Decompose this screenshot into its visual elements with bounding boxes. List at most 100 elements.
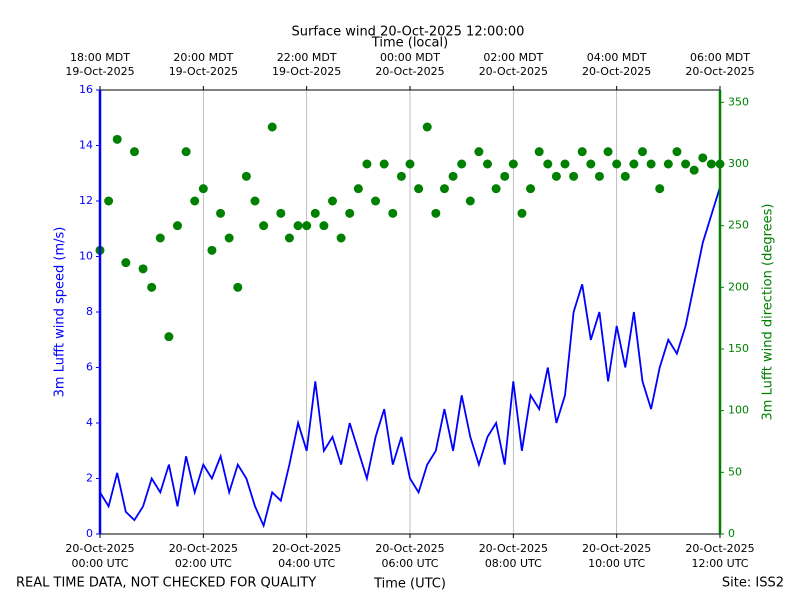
y-tick-label: 2 [86, 472, 93, 485]
direction-point [121, 258, 131, 268]
y2-tick-label: 0 [728, 527, 735, 540]
direction-point [319, 221, 329, 231]
direction-point [284, 233, 294, 243]
direction-point [577, 147, 587, 157]
direction-point [379, 159, 389, 169]
x-tick-label: 20-Oct-2025 [169, 542, 238, 555]
y2-tick-label: 300 [728, 157, 749, 170]
direction-point [302, 221, 312, 231]
direction-point [629, 159, 639, 169]
direction-point [422, 122, 432, 132]
top-tick-label: 20:00 MDT [173, 51, 233, 64]
x-tick-label: 20-Oct-2025 [65, 542, 134, 555]
top-tick-label: 19-Oct-2025 [272, 65, 341, 78]
direction-point [138, 264, 148, 274]
y-tick-label: 8 [86, 305, 93, 318]
chart-title: Surface wind 20-Oct-2025 12:00:00 [292, 25, 525, 40]
direction-point [293, 221, 303, 231]
direction-point [129, 147, 139, 157]
direction-point [672, 147, 682, 157]
direction-point [198, 184, 208, 194]
x-tick-label: 06:00 UTC [381, 557, 438, 570]
direction-point [155, 233, 165, 243]
top-tick-label: 20-Oct-2025 [685, 65, 754, 78]
y-tick-label: 14 [79, 139, 93, 152]
y-tick-label: 0 [86, 527, 93, 540]
top-tick-label: 18:00 MDT [70, 51, 130, 64]
direction-point [147, 282, 157, 292]
direction-point [543, 159, 553, 169]
direction-point [259, 221, 269, 231]
x-tick-label: 04:00 UTC [278, 557, 335, 570]
y2-tick-label: 100 [728, 404, 749, 417]
direction-point [594, 171, 604, 181]
direction-point [569, 171, 579, 181]
direction-point [233, 282, 243, 292]
y-axis-label: 3m Lufft wind speed (m/s) [53, 227, 68, 398]
direction-point [681, 159, 691, 169]
direction-point [551, 171, 561, 181]
x-tick-label: 20-Oct-2025 [582, 542, 651, 555]
y2-tick-label: 50 [728, 465, 742, 478]
direction-point [560, 159, 570, 169]
direction-point [353, 184, 363, 194]
direction-point [698, 153, 708, 163]
direction-point [534, 147, 544, 157]
direction-point [112, 134, 122, 144]
direction-point [164, 332, 174, 342]
top-tick-label: 00:00 MDT [380, 51, 440, 64]
direction-point [310, 208, 320, 218]
top-tick-label: 04:00 MDT [587, 51, 647, 64]
direction-point [603, 147, 613, 157]
direction-point [181, 147, 191, 157]
direction-point [104, 196, 114, 206]
direction-point [689, 165, 699, 175]
top-tick-label: 02:00 MDT [483, 51, 543, 64]
direction-point [474, 147, 484, 157]
y2-tick-label: 150 [728, 342, 749, 355]
direction-point [517, 208, 527, 218]
direction-point [586, 159, 596, 169]
direction-point [405, 159, 415, 169]
top-tick-label: 22:00 MDT [277, 51, 337, 64]
direction-point [526, 184, 536, 194]
direction-point [371, 196, 381, 206]
top-axis-label: Time (local) [371, 36, 448, 51]
speed-line [99, 186, 721, 529]
y-tick-label: 6 [86, 361, 93, 374]
direction-point [706, 159, 716, 169]
x-axis-label: Time (UTC) [373, 577, 446, 592]
direction-point [388, 208, 398, 218]
direction-point [336, 233, 346, 243]
direction-point [328, 196, 337, 206]
x-tick-label: 20-Oct-2025 [375, 542, 444, 555]
direction-point [216, 208, 226, 218]
y-tick-label: 12 [79, 194, 93, 207]
direction-point [483, 159, 492, 169]
direction-point [224, 233, 234, 243]
direction-point [431, 208, 441, 218]
x-tick-label: 02:00 UTC [175, 557, 232, 570]
y2-tick-label: 350 [728, 95, 749, 108]
direction-point [663, 159, 673, 169]
direction-point [638, 147, 647, 157]
y2-axis-label: 3m Lufft wind direction (degrees) [761, 204, 776, 421]
y-tick-label: 10 [79, 250, 93, 263]
direction-point [655, 184, 665, 194]
top-tick-label: 19-Oct-2025 [169, 65, 238, 78]
direction-point [465, 196, 475, 206]
x-tick-label: 10:00 UTC [588, 557, 645, 570]
direction-point [276, 208, 286, 218]
y2-tick-label: 250 [728, 219, 749, 232]
top-tick-label: 20-Oct-2025 [479, 65, 548, 78]
top-tick-label: 20-Oct-2025 [582, 65, 651, 78]
direction-point [362, 159, 372, 169]
direction-point [500, 171, 510, 181]
direction-point [620, 171, 630, 181]
x-tick-label: 20-Oct-2025 [272, 542, 341, 555]
x-tick-label: 20-Oct-2025 [479, 542, 548, 555]
x-tick-label: 00:00 UTC [71, 557, 128, 570]
x-tick-label: 08:00 UTC [485, 557, 542, 570]
y-tick-label: 16 [79, 83, 93, 96]
